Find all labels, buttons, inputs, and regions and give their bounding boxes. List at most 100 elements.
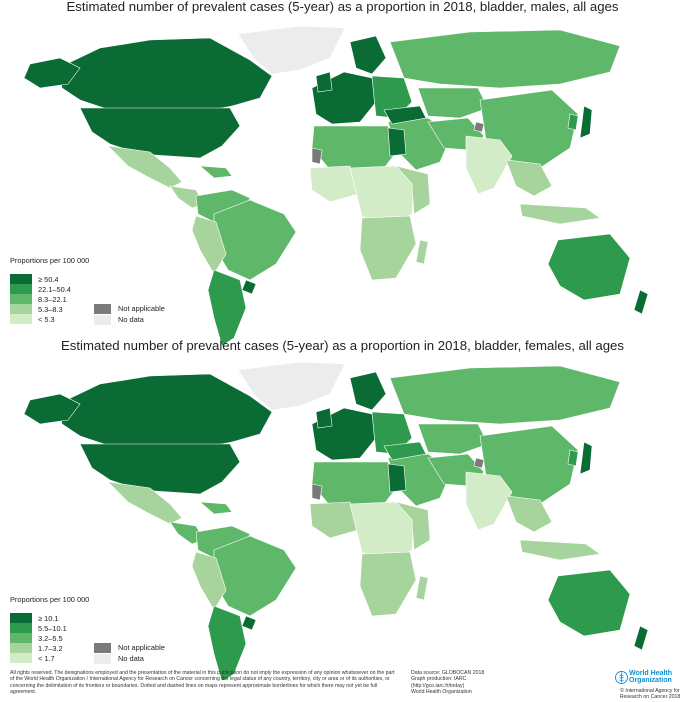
legend-item: 1.7–3.2 (10, 643, 89, 653)
world-map (23, 25, 649, 347)
region-egypt (387, 463, 407, 493)
who-emblem-icon (615, 671, 628, 684)
na-legend: Not applicable No data (94, 303, 165, 325)
map-panel-males: Estimated number of prevalent cases (5-y… (0, 0, 685, 347)
legend-item: Not applicable (94, 303, 165, 314)
legend-swatch (10, 304, 32, 314)
legend-item: ≥ 50.4 (10, 274, 89, 284)
region-mexico (107, 481, 183, 525)
region-west-africa (309, 501, 359, 539)
legend-item: 8.3–22.1 (10, 294, 89, 304)
legend-item: No data (94, 314, 165, 325)
legend-label: No data (118, 315, 144, 324)
region-greenland (237, 361, 346, 411)
legend-label: Not applicable (118, 643, 165, 652)
region-japan (579, 105, 593, 139)
legend-label: 8.3–22.1 (38, 294, 67, 304)
legend-title: Proportions per 100 000 (10, 256, 90, 265)
region-korea (567, 113, 579, 131)
region-west-africa (309, 165, 359, 203)
region-east-africa (395, 165, 431, 215)
legend-label: ≥ 50.4 (38, 274, 59, 284)
region-argentina-chile (207, 269, 247, 347)
region-new-zealand (633, 289, 649, 315)
region-australia (547, 233, 631, 301)
legend-swatch (10, 613, 32, 623)
region-kashmir (473, 457, 485, 469)
region-usa (79, 107, 241, 159)
legend-swatch (10, 633, 32, 643)
region-madagascar (415, 239, 429, 265)
region-new-zealand (633, 625, 649, 651)
legend-swatch (10, 643, 32, 653)
region-scandinavia (349, 371, 387, 411)
legend-item: No data (94, 653, 165, 664)
region-north-africa (311, 461, 399, 507)
copyright: © International Agency for Research on C… (619, 687, 681, 701)
map-title: Estimated number of prevalent cases (5-y… (66, 0, 619, 14)
region-indonesia (519, 203, 601, 225)
na-legend: Not applicable No data (94, 642, 165, 664)
source-link[interactable]: (http://gco.iarc.fr/today) (411, 682, 465, 689)
legend-item: 5.5–10.1 (10, 623, 89, 633)
world-map (23, 361, 649, 680)
legend-item: ≥ 10.1 (10, 613, 89, 623)
legend-swatch (10, 284, 32, 294)
legend-label: 5.5–10.1 (38, 623, 67, 633)
region-caribbean (199, 501, 233, 515)
region-kazakhstan (417, 87, 489, 119)
legend-item: 5.3–8.3 (10, 304, 89, 314)
legend-label: 22.1–50.4 (38, 284, 71, 294)
legend-swatch (10, 274, 32, 284)
region-greenland (237, 25, 346, 75)
legend-swatch (10, 623, 32, 633)
data-source: Data source: GLOBOCAN 2018 Graph product… (411, 670, 561, 696)
region-usa (79, 443, 241, 495)
region-russia (389, 29, 621, 89)
map-title: Estimated number of prevalent cases (5-y… (61, 338, 624, 353)
who-branding: World Health Organization © Internationa… (615, 670, 685, 701)
region-alaska (23, 57, 81, 89)
legend-swatch (94, 314, 111, 325)
legend-title: Proportions per 100 000 (10, 595, 90, 604)
legend-swatch (94, 303, 111, 314)
map-legend: Proportions per 100 000 ≥ 50.4 22.1–50.4… (10, 256, 89, 324)
legend-swatch (94, 653, 111, 664)
region-brazil (213, 535, 297, 617)
legend-label: 5.3–8.3 (38, 304, 63, 314)
legend-item: 22.1–50.4 (10, 284, 89, 294)
legend-swatch (10, 294, 32, 304)
legend-swatch (10, 314, 32, 324)
legend-label: < 5.3 (38, 314, 55, 324)
region-scandinavia (349, 35, 387, 75)
disclaimer: All rights reserved. The designations em… (10, 670, 395, 696)
legend-item: Not applicable (94, 642, 165, 653)
source-line: Graph production: IARC (411, 676, 467, 683)
region-brazil (213, 199, 297, 281)
region-western-sahara (311, 483, 323, 501)
map-panel-females: Estimated number of prevalent cases (5-y… (0, 336, 685, 680)
region-japan (579, 441, 593, 475)
legend-label: No data (118, 654, 144, 663)
region-argentina-chile (207, 605, 247, 680)
region-canada (57, 373, 273, 451)
region-india (465, 471, 513, 531)
who-name: World Health Organization (629, 670, 673, 685)
legend-item: < 5.3 (10, 314, 89, 324)
region-uruguay (241, 279, 257, 295)
region-kashmir (473, 121, 485, 133)
legend-item: 3.2–5.5 (10, 633, 89, 643)
region-australia (547, 569, 631, 637)
region-indonesia (519, 539, 601, 561)
map-legend: Proportions per 100 000 ≥ 10.1 5.5–10.1 … (10, 595, 89, 663)
region-madagascar (415, 575, 429, 601)
legend-label: Not applicable (118, 304, 165, 313)
region-caribbean (199, 165, 233, 179)
legend-swatch (10, 653, 32, 663)
legend-label: 3.2–5.5 (38, 633, 63, 643)
region-mexico (107, 145, 183, 189)
region-kazakhstan (417, 423, 489, 455)
region-uk-ireland (315, 407, 333, 429)
region-se-asia (505, 159, 553, 197)
region-western-sahara (311, 147, 323, 165)
